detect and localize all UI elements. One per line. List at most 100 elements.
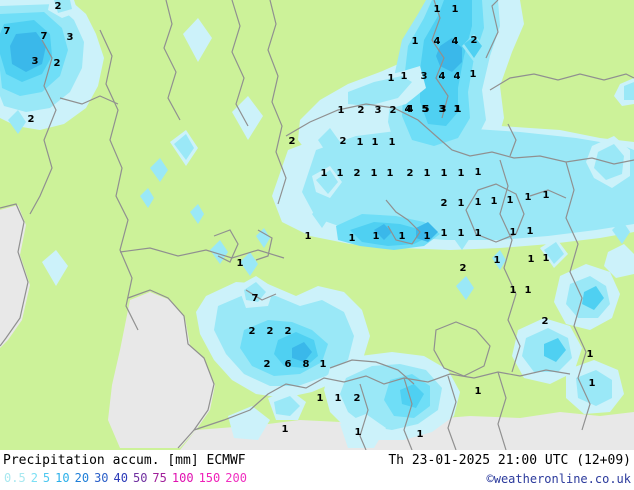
precip-value-label: 1 [474,197,482,208]
precip-value-label: 1 [334,393,342,404]
precip-value-label: 7 [3,26,11,37]
precip-value-label: 1 [474,386,482,397]
precip-value-label: 1 [469,69,477,80]
precip-value-label: 2 [53,58,61,69]
precip-value-label: 1 [490,196,498,207]
precip-value-label: 1 [398,231,406,242]
precip-south-5 [292,342,312,362]
precip-value-label: 7 [251,293,259,304]
precip-value-label: 2 [54,1,62,12]
precip-value-label: 2 [406,168,414,179]
scale-stop-10: 10 [55,471,70,485]
precip-value-label: 1 [526,226,534,237]
precip-value-label: 4 [404,104,412,115]
precip-value-label: 2 [459,263,467,274]
precip-value-label: 2 [288,136,296,147]
precip-value-label: 2 [389,105,397,116]
precip-value-label: 2 [27,114,35,125]
scale-stop-200: 200 [225,471,247,485]
precip-value-label: 2 [353,168,361,179]
precip-value-label: 4 [453,71,461,82]
precip-value-label: 6 [284,359,292,370]
precip-value-label: 1 [372,231,380,242]
footer-title: Precipitation accum. [mm] ECMWF [3,453,246,468]
scale-stop-30: 30 [94,471,109,485]
precip-value-label: 1 [348,233,356,244]
precip-value-label: 1 [371,137,379,148]
precip-value-label: 2 [353,393,361,404]
precip-value-label: 1 [457,228,465,239]
precip-blacksea-2 [302,128,634,240]
precip-value-label: 1 [493,255,501,266]
precip-value-label: 3 [439,104,447,115]
scale-stop-40: 40 [113,471,128,485]
precip-value-label: 3 [438,104,446,115]
precip-value-label: 1 [316,393,324,404]
scale-stop-150: 150 [198,471,221,485]
precip-value-label: 2 [541,316,549,327]
precip-value-label: 2 [440,198,448,209]
precip-value-label: 1 [457,168,465,179]
precip-value-label: 1 [509,285,517,296]
precip-value-label: 1 [457,198,465,209]
precip-value-label: 1 [440,228,448,239]
precip-value-label: 8 [302,359,310,370]
precip-value-label: 1 [588,378,596,389]
precip-value-label: 1 [370,168,378,179]
precip-value-label: 2 [248,326,256,337]
precip-value-label: 2 [263,359,271,370]
precip-value-label: 1 [319,359,327,370]
precip-value-label: 1 [527,254,535,265]
precip-value-label: 5 [421,104,429,115]
precip-value-label: 1 [423,168,431,179]
precip-value-label: 4 [433,36,441,47]
precip-value-label: 1 [354,427,362,438]
precip-value-label: 1 [454,104,462,115]
precip-value-label: 4 [451,36,459,47]
precip-value-label: 1 [423,231,431,242]
precip-value-label: 1 [506,195,514,206]
borders-layer [0,0,634,450]
precip-value-label: 3 [374,105,382,116]
precip-value-label: 5 [422,104,430,115]
scale-stop-100: 100 [171,471,194,485]
precip-value-label: 1 [337,105,345,116]
precip-value-label: 1 [440,168,448,179]
precip-value-label: 1 [509,227,517,238]
precip-value-label: 2 [284,326,292,337]
precip-value-label: 2 [357,105,365,116]
precip-value-label: 1 [416,429,424,440]
precip-value-label: 1 [453,104,461,115]
precip-value-label: 1 [400,71,408,82]
scale-stop-20: 20 [74,471,90,485]
precip-value-label: 1 [411,36,419,47]
precip-value-label: 1 [586,349,594,360]
precip-blacksea-core [436,38,462,72]
map-footer: Precipitation accum. [mm] ECMWF Th 23-01… [0,450,634,490]
scale-stop-2: 2 [30,471,38,485]
precip-value-label: 1 [433,4,441,15]
precip-value-label: 1 [356,137,364,148]
precip-value-label: 1 [387,73,395,84]
precip-value-label: 1 [320,168,328,179]
scale-stop-50: 50 [132,471,148,485]
precip-value-label: 3 [420,71,428,82]
precip-value-label: 1 [524,192,532,203]
scale-stop-0.5: 0.5 [4,471,26,485]
precip-value-label: 1 [336,168,344,179]
precip-value-label: 1 [542,190,550,201]
precip-value-label: 1 [281,424,289,435]
precip-value-label: 1 [451,4,459,15]
color-scale-legend[interactable]: 0.5 2 5 10 20 30 40 50 75 100 150 200 [4,471,252,485]
precip-value-label: 1 [524,285,532,296]
map-canvas [0,0,634,450]
precip-value-label: 4 [406,104,414,115]
precipitation-layer [0,0,634,448]
scale-stop-5: 5 [42,471,51,485]
scale-stop-75: 75 [152,471,167,485]
precip-value-label: 1 [542,253,550,264]
precip-value-label: 1 [474,228,482,239]
footer-copyright[interactable]: ©weatheronline.co.uk [486,472,632,486]
